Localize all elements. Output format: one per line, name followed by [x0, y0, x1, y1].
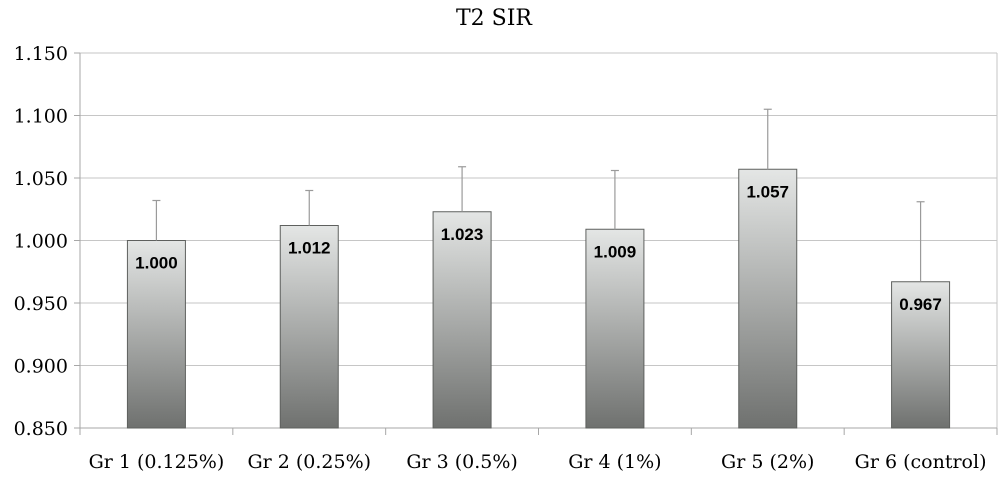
data-label: 0.967	[899, 295, 942, 314]
y-tick-label: 0.900	[14, 356, 68, 378]
data-label: 1.023	[441, 225, 484, 244]
bars	[126, 168, 951, 429]
y-tick-labels: 0.850 0.900 0.950 1.000 1.050 1.100 1.150	[14, 43, 68, 440]
x-tick-label: Gr 1 (0.125%)	[89, 451, 225, 473]
axes	[74, 52, 998, 435]
x-tick-label: Gr 4 (1%)	[568, 451, 661, 473]
y-tick-label: 1.100	[14, 106, 68, 128]
bar	[279, 225, 339, 429]
x-tick-label: Gr 6 (control)	[855, 451, 987, 473]
chart-title: T2 SIR	[456, 6, 533, 31]
bar	[126, 240, 186, 429]
y-tick-label: 1.000	[14, 231, 68, 253]
x-tick-label: Gr 5 (2%)	[721, 451, 814, 473]
data-label: 1.057	[746, 182, 789, 201]
bar	[432, 211, 492, 429]
gridlines	[80, 52, 998, 428]
data-label: 1.012	[288, 239, 331, 258]
x-tick-label: Gr 3 (0.5%)	[406, 451, 518, 473]
y-tick-label: 1.150	[14, 43, 68, 65]
y-tick-label: 1.050	[14, 168, 68, 190]
y-tick-label: 0.950	[14, 293, 68, 315]
error-bars	[152, 108, 925, 282]
data-label: 1.009	[594, 242, 637, 261]
y-tick-label: 0.850	[14, 418, 68, 440]
bar	[891, 281, 951, 429]
x-tick-label: Gr 2 (0.25%)	[247, 451, 371, 473]
data-label: 1.000	[135, 254, 178, 273]
x-tick-labels: Gr 1 (0.125%) Gr 2 (0.25%) Gr 3 (0.5%) Gr 4…	[89, 451, 987, 473]
bar	[738, 168, 798, 429]
data-labels: 1.000 1.012 1.023 1.009 1.057 0.967	[135, 182, 942, 314]
bar	[585, 228, 645, 429]
